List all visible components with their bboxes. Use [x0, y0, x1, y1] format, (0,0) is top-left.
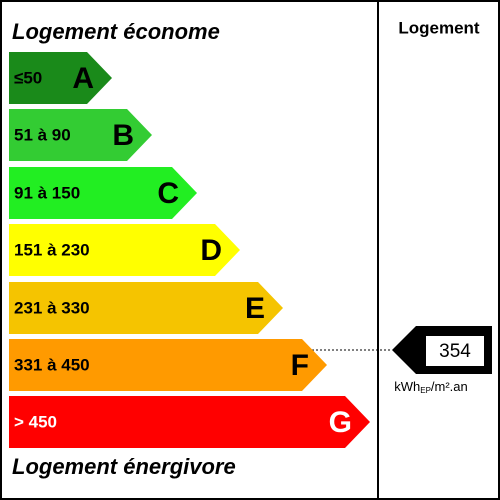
- class-letter: D: [200, 234, 222, 267]
- indicator-value: 354: [439, 341, 471, 362]
- column-header: Logement: [398, 18, 480, 37]
- class-letter: C: [157, 177, 179, 210]
- class-letter: B: [112, 119, 134, 152]
- class-range: > 450: [14, 412, 57, 431]
- class-range: ≤50: [14, 68, 42, 87]
- indicator-box: [426, 336, 484, 366]
- class-bar: [9, 282, 283, 334]
- class-bar: [9, 167, 197, 219]
- class-range: 51 à 90: [14, 125, 71, 144]
- class-letter: G: [329, 406, 352, 439]
- class-letter: A: [72, 62, 94, 95]
- class-bar: [9, 109, 152, 161]
- class-bar: [9, 52, 112, 104]
- class-bar: [9, 224, 240, 276]
- class-bar: [9, 396, 370, 448]
- class-range: 91 à 150: [14, 183, 80, 202]
- top-title: Logement économe: [12, 19, 220, 44]
- class-range: 151 à 230: [14, 240, 90, 259]
- class-range: 231 à 330: [14, 298, 90, 317]
- unit-suffix: /m².an: [431, 379, 468, 394]
- class-bar: [9, 339, 327, 391]
- class-letter: E: [245, 292, 265, 325]
- class-letter: F: [291, 349, 309, 382]
- bottom-title: Logement énergivore: [12, 454, 236, 479]
- unit-sub: EP: [420, 386, 431, 395]
- indicator-unit: kWhEP/m².an: [394, 379, 468, 395]
- class-range: 331 à 450: [14, 355, 90, 374]
- unit-prefix: kWh: [394, 379, 420, 394]
